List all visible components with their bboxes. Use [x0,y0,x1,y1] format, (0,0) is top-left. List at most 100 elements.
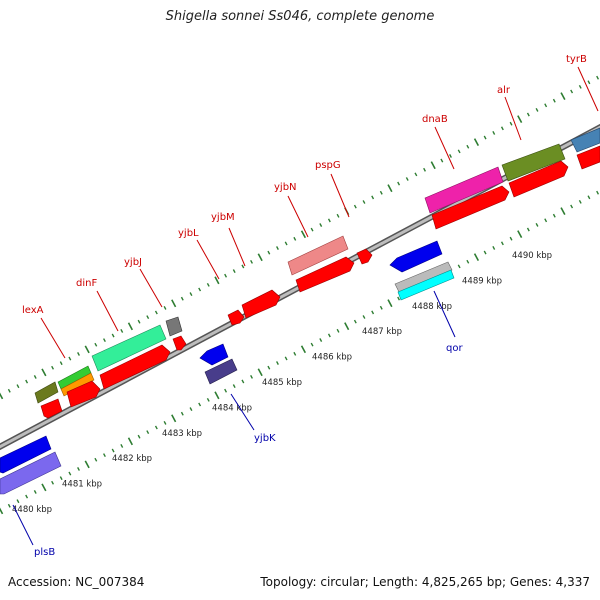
outer-tick [379,190,383,195]
inner-tick [362,315,366,319]
inner-tick [0,507,4,515]
outer-tick [214,276,220,285]
outer-tick [51,365,55,370]
outer-tick [387,184,393,193]
feature-dinF-cds-orange[interactable] [60,372,95,397]
outer-tick [137,319,141,324]
gene-label-dnaB[interactable]: dnaB [422,114,448,125]
inner-tick [483,250,487,255]
gene-pspG[interactable] [356,248,373,265]
scale-label: 4480 kbp [12,505,52,515]
gene-label-tyrB[interactable]: tyrB [566,54,587,65]
inner-tick [276,361,279,365]
gene-dinF[interactable] [66,380,101,408]
inner-tick [310,342,314,347]
outer-tick [267,250,271,255]
inner-tick [232,384,236,388]
gene-label-yjbK[interactable]: yjbK [254,433,276,444]
outer-tick [16,384,20,389]
feature-tyrB-cds[interactable] [570,127,600,153]
gene-label-yjbJ[interactable]: yjbJ [124,257,142,268]
outer-tick [7,388,11,393]
inner-tick [214,391,220,400]
gene-label-alr[interactable]: alr [497,85,511,96]
gene-yjbM[interactable] [241,289,281,319]
gene-yjbK-small[interactable] [172,335,187,351]
outer-tick [224,273,228,278]
scale-label: 4487 kbp [362,327,402,337]
outer-tick [94,342,98,347]
feature-yjbK-cds[interactable] [204,358,238,385]
feature-qor-cds-cyan[interactable] [397,269,455,301]
outer-tick [154,310,158,315]
map-title: Shigella sonnei Ss046, complete genome [165,9,435,24]
outer-tick [371,195,375,200]
scale-label: 4486 kbp [312,353,352,363]
outer-tick [526,112,530,117]
inner-tick [206,397,210,402]
inner-tick [560,207,566,216]
inner-tick [336,328,340,333]
scale-label: 4489 kbp [462,276,502,286]
inner-tick [371,310,375,315]
inner-tick [189,407,193,412]
outer-tick [440,158,444,163]
feature-qor-cds-gray[interactable] [394,261,453,293]
inner-tick [68,471,72,476]
gene-tyrB[interactable] [576,145,600,170]
outer-tick [596,75,600,80]
scale-label: 4488 kbp [412,302,452,312]
gene-alr[interactable] [508,160,569,198]
gene-lexA[interactable] [40,398,63,419]
gene-plsB[interactable] [0,435,52,474]
feature-lexA-box[interactable] [34,381,59,404]
outer-tick [41,368,47,377]
outer-tick [206,282,210,287]
inner-tick [7,503,11,508]
outer-tick [336,213,340,218]
feature-yjbJ-cds[interactable] [91,324,167,372]
gene-yjbL[interactable] [227,309,245,326]
gene-label-yjbL[interactable]: yjbL [178,228,199,239]
outer-tick [163,305,167,310]
outer-tick [146,315,150,320]
inner-tick [526,227,530,232]
feature-dnaB-cds[interactable] [424,166,504,214]
gene-label-yjbN[interactable]: yjbN [274,182,297,193]
feature-yjbL-gray[interactable] [165,316,183,337]
gene-label-plsB[interactable]: plsB [34,547,55,558]
outer-tick [171,299,177,308]
inner-tick [492,246,496,250]
inner-tick [102,453,106,458]
inner-tick [397,296,401,301]
gene-label-dinF[interactable]: dinF [76,278,97,289]
feature-alr-cds[interactable] [501,143,566,182]
outer-tick [517,115,523,124]
outer-tick [284,241,288,246]
gene-yjbN[interactable] [295,256,355,293]
outer-tick [102,338,106,343]
inner-tick [51,480,55,485]
gene-label-lexA[interactable]: lexA [22,305,44,316]
gene-yjbJ[interactable] [99,344,171,390]
outer-tick [423,167,427,172]
outer-tick [587,80,591,85]
inner-tick [33,490,37,494]
inner-tick-track [0,190,600,515]
gene-label-yjbM[interactable]: yjbM [211,212,235,223]
outer-tick [509,121,513,126]
inner-tick [473,253,480,262]
gene-yjbK[interactable] [199,343,229,366]
gene-label-qor[interactable]: qor [446,343,463,354]
gene-dnaB[interactable] [431,185,510,230]
gene-label-pspG[interactable]: pspG [315,160,341,171]
outer-tick [457,149,461,154]
feature-plsB-cds[interactable] [0,451,62,495]
feature-yjbN-cds[interactable] [287,235,349,276]
outer-tick [198,287,202,292]
gene-qor[interactable] [389,240,443,273]
inner-tick [387,299,393,308]
inner-tick [344,322,350,331]
inner-tick [517,230,523,239]
outer-tick [449,154,452,158]
